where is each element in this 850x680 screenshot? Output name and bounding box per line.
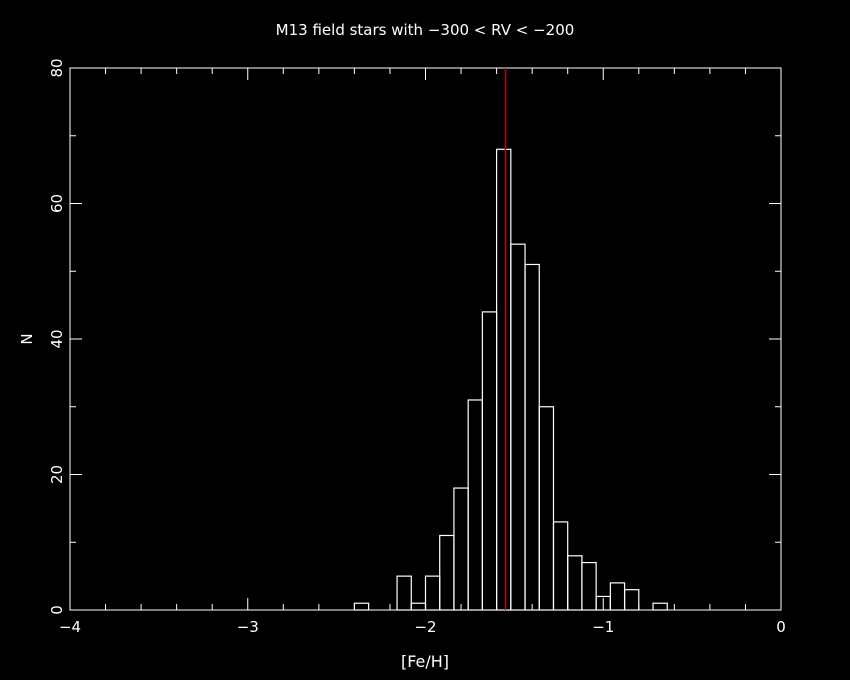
chart-title: M13 field stars with −300 < RV < −200: [276, 21, 575, 39]
histogram-bar: [481, 311, 498, 611]
histogram-bar: [524, 263, 540, 611]
y-tick-label: 40: [48, 329, 66, 348]
histogram-bar: [567, 555, 583, 611]
histogram-bar: [396, 575, 412, 611]
y-axis-label: N: [18, 333, 36, 344]
y-tick-label: 0: [48, 605, 66, 615]
x-axis-label: [Fe/H]: [401, 652, 449, 671]
y-tick-label: 80: [48, 58, 66, 77]
plot-area: −4 −3 −2 −1 0 0 20 40 60 80: [48, 58, 786, 636]
histogram-bar: [510, 243, 526, 611]
histogram-bar: [496, 148, 512, 611]
plot-frame: [69, 67, 782, 611]
histogram-bar: [467, 399, 483, 611]
x-tick-label: −2: [414, 618, 436, 636]
x-tick-label: −1: [592, 618, 614, 636]
histogram-bar: [439, 534, 455, 611]
histogram-bar: [652, 602, 668, 611]
histogram-bar: [453, 487, 469, 611]
histogram-bar: [581, 561, 597, 611]
histogram-bar: [424, 575, 441, 611]
histogram-bar: [609, 582, 626, 611]
x-tick-label: −3: [237, 618, 259, 636]
histogram-bar: [410, 602, 427, 611]
histogram-bar: [623, 589, 640, 611]
histogram-bar: [552, 521, 569, 611]
y-tick-label: 20: [48, 465, 66, 484]
histogram-bar: [353, 602, 370, 611]
x-tick-label: 0: [776, 618, 786, 636]
histogram-bar: [538, 406, 555, 611]
y-tick-label: 60: [48, 194, 66, 213]
x-tick-label: −4: [59, 618, 81, 636]
